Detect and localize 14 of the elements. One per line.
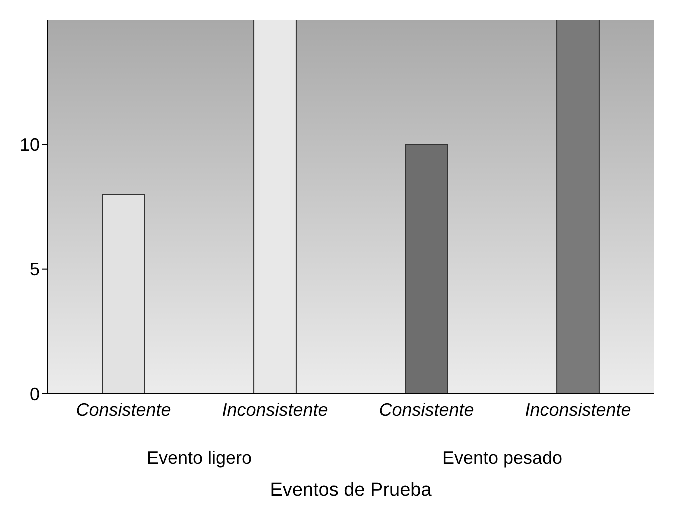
x-tick-label: Inconsistente	[222, 400, 328, 420]
x-tick-label: Inconsistente	[525, 400, 632, 420]
x-axis-title: Eventos de Prueba	[269, 480, 433, 502]
text: Evento pesado	[441, 448, 564, 469]
bar	[102, 194, 146, 394]
x-tick-label: Consistente	[76, 400, 172, 420]
bar	[556, 20, 600, 394]
x-tick-label: Consistente	[379, 400, 474, 420]
y-tick-label: 5	[30, 260, 40, 280]
bar	[405, 144, 448, 394]
bar	[254, 20, 297, 394]
y-tick-label: 10	[20, 135, 40, 156]
y-tick-label: 0	[30, 384, 40, 404]
text: Evento ligero	[146, 448, 254, 469]
